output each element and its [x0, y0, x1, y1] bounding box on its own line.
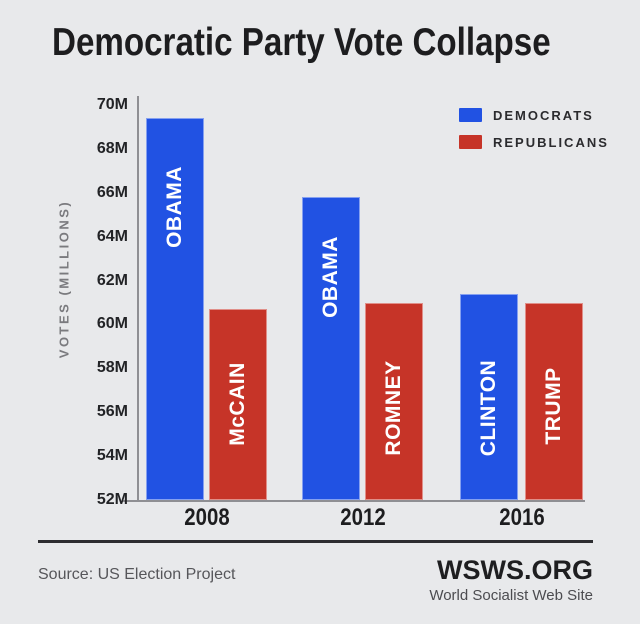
bar-2012-democrats: OBAMA [302, 197, 360, 500]
y-tick-label: 54M [96, 447, 128, 465]
y-tick-label: 66M [96, 183, 128, 201]
legend-swatch-icon [459, 108, 482, 122]
y-tick-label: 60M [96, 315, 128, 333]
legend-item: DEMOCRATS [459, 107, 594, 123]
y-tick-label: 62M [96, 271, 128, 289]
x-axis-line [122, 500, 585, 502]
legend-label: REPUBLICANS [493, 134, 609, 150]
bar-label: OBAMA [163, 166, 186, 248]
y-tick-label: 70M [96, 96, 128, 113]
bar-label: CLINTON [477, 359, 500, 457]
bar-2012-republicans: ROMNEY [365, 302, 423, 500]
brand-logo: WSWS.ORG [437, 555, 593, 585]
x-tick-label: 2008 [183, 504, 230, 531]
bar-2016-republicans: TRUMP [525, 302, 583, 500]
chart-title: Democratic Party Vote Collapse [52, 21, 551, 64]
legend-label: DEMOCRATS [493, 107, 594, 123]
bar-label: ROMNEY [382, 360, 405, 456]
y-tick-label: 68M [96, 139, 128, 157]
y-tick-label: 64M [96, 227, 128, 245]
y-tick-label: 56M [96, 403, 128, 421]
y-tick-label: 58M [96, 359, 128, 377]
bar-2008-democrats: OBAMA [146, 118, 204, 500]
y-axis-line [137, 96, 139, 502]
x-tick-label: 2016 [498, 504, 545, 531]
bar-label: OBAMA [319, 235, 342, 318]
legend-item: REPUBLICANS [459, 134, 609, 150]
legend-swatch-icon [459, 135, 482, 149]
x-tick-label: 2012 [339, 504, 386, 531]
bar-2008-republicans: McCAIN [209, 309, 267, 500]
y-tick-label: 52M [96, 491, 128, 508]
footer-divider [38, 540, 593, 543]
brand-tagline: World Socialist Web Site [429, 587, 593, 604]
source-credit: Source: US Election Project [38, 566, 236, 583]
bar-label: TRUMP [542, 367, 565, 445]
bar-2016-democrats: CLINTON [460, 293, 518, 500]
bar-label: McCAIN [226, 361, 249, 446]
